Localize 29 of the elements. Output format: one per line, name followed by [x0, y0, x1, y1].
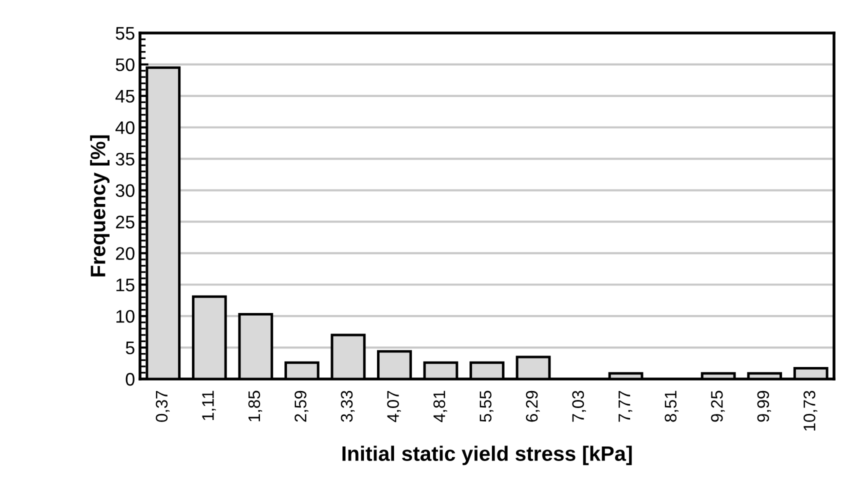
x-tick-label: 8,51: [664, 390, 679, 422]
y-tick-label: 25: [116, 216, 134, 228]
y-tick-label: 50: [116, 58, 134, 72]
x-tick-label: 1,11: [202, 390, 216, 420]
x-tick-label: 0,37: [156, 390, 170, 422]
x-tick-label: 2,59: [294, 390, 308, 422]
x-tick-label: 5,55: [480, 390, 494, 422]
x-tick-label: 1,85: [248, 390, 262, 422]
y-tick-label: 30: [116, 184, 134, 197]
x-tick-label: 7,77: [618, 390, 632, 422]
x-tick-label: 4,07: [387, 390, 401, 422]
x-tick-label: 3,33: [340, 390, 355, 422]
y-tick-label: 5: [126, 342, 134, 354]
x-tick-label: 9,25: [711, 390, 725, 422]
y-axis-title: Frequency [%]: [90, 135, 110, 276]
y-tick-label: 35: [116, 152, 134, 166]
x-tick-label: 4,81: [433, 390, 448, 422]
x-tick-label: 9,99: [757, 390, 772, 422]
y-tick-label: 55: [116, 27, 134, 40]
x-tick-label: 6,29: [526, 390, 540, 422]
y-tick-label: 15: [116, 278, 134, 292]
y-tick-label: 40: [115, 121, 134, 134]
y-tick-label: 45: [115, 90, 134, 103]
y-tick-label: 20: [116, 247, 134, 260]
y-tick-label: 0: [126, 372, 134, 386]
y-tick-label: 10: [116, 310, 134, 323]
x-tick-label: 10,73: [804, 390, 818, 431]
x-axis-title: Initial static yield stress [kPa]: [342, 446, 632, 466]
x-tick-label: 7,03: [572, 390, 586, 422]
